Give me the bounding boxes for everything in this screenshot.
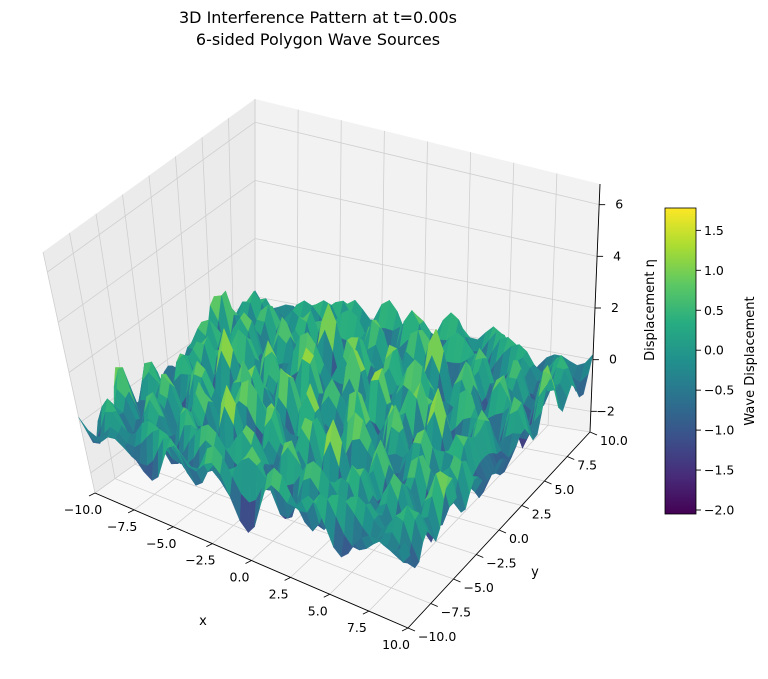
colorbar bbox=[664, 207, 697, 515]
y-tick bbox=[544, 480, 552, 485]
z-tick-label: −2 bbox=[596, 403, 614, 418]
x-tick bbox=[401, 627, 409, 632]
x-tick-label: −7.5 bbox=[107, 519, 137, 534]
y-tick-label: −7.5 bbox=[441, 605, 471, 620]
y-tick bbox=[407, 627, 416, 632]
x-tick-label: 2.5 bbox=[269, 586, 289, 601]
y-tick-label: 5.0 bbox=[555, 482, 575, 497]
x-tick-label: −5.0 bbox=[146, 536, 176, 551]
z-axis-label: Displacement η bbox=[643, 259, 658, 361]
x-tick-label: 7.5 bbox=[347, 620, 367, 635]
x-tick bbox=[167, 526, 174, 531]
x-tick-label: 0.0 bbox=[230, 570, 250, 585]
z-tick-label: 2 bbox=[611, 300, 619, 315]
chart-subtitle: 6-sided Polygon Wave Sources bbox=[196, 30, 440, 49]
x-tick bbox=[284, 576, 291, 581]
y-tick-label: 2.5 bbox=[532, 507, 552, 522]
y-axis-label: y bbox=[531, 565, 539, 580]
grid-line-z bbox=[57, 179, 598, 323]
x-tick bbox=[362, 610, 370, 615]
colorbar-tick-label: −0.5 bbox=[704, 383, 734, 398]
y-tick bbox=[476, 554, 484, 558]
colorbar-tick-label: 0.0 bbox=[704, 343, 724, 358]
surface-plot bbox=[78, 289, 594, 569]
grid-line-z bbox=[47, 121, 600, 273]
surface-patch bbox=[248, 457, 257, 503]
x-tick-label: −2.5 bbox=[185, 553, 215, 568]
x-tick-label: 5.0 bbox=[308, 603, 328, 618]
surface-patch bbox=[146, 431, 154, 467]
x-tick bbox=[323, 593, 330, 598]
colorbar-tick-label: 1.5 bbox=[704, 223, 724, 238]
y-tick-label: 10.0 bbox=[600, 433, 628, 448]
colorbar-label: Wave Displacement bbox=[743, 296, 758, 425]
x-tick bbox=[127, 509, 135, 514]
y-tick bbox=[589, 431, 598, 436]
z-tick-label: 0 bbox=[609, 352, 617, 367]
x-tick bbox=[206, 543, 213, 548]
colorbar-tick-label: 0.5 bbox=[704, 303, 724, 318]
colorbar-tick-label: −2.0 bbox=[704, 503, 734, 518]
y-tick-label: −2.5 bbox=[486, 556, 516, 571]
colorbar-tick-label: −1.0 bbox=[704, 423, 734, 438]
y-tick bbox=[430, 603, 438, 607]
surface-patch bbox=[398, 541, 411, 563]
colorbar-tick-label: 1.0 bbox=[704, 263, 724, 278]
y-tick-label: 0.0 bbox=[509, 531, 529, 546]
x-tick bbox=[245, 560, 252, 564]
y-tick bbox=[453, 578, 461, 583]
y-tick-label: −5.0 bbox=[464, 580, 494, 595]
colorbar-ticks: −2.0 −1.5 −1.0 −0.5 0.0 0.5 1.0 1.5 bbox=[696, 223, 734, 518]
x-tick-label: 10.0 bbox=[382, 637, 410, 652]
grid-line-y bbox=[69, 232, 431, 604]
x-axis-label: x bbox=[199, 614, 207, 629]
y-tick-label: 7.5 bbox=[577, 458, 597, 473]
x-tick bbox=[88, 492, 96, 497]
z-tick-label: 6 bbox=[615, 197, 623, 212]
y-tick bbox=[521, 505, 529, 509]
y-tick bbox=[567, 456, 575, 460]
y-tick-label: −10.0 bbox=[418, 629, 456, 644]
chart-title: 3D Interference Pattern at t=0.00s bbox=[179, 8, 457, 27]
colorbar-tick-label: −1.5 bbox=[704, 463, 734, 478]
tick-marks: −10.0−7.5−5.0−2.50.02.55.07.510.0−10.0−7… bbox=[64, 197, 628, 652]
x-tick-label: −10.0 bbox=[64, 502, 102, 517]
z-tick-label: 4 bbox=[613, 248, 621, 263]
grid-line-z bbox=[68, 238, 596, 373]
y-tick bbox=[498, 529, 507, 534]
